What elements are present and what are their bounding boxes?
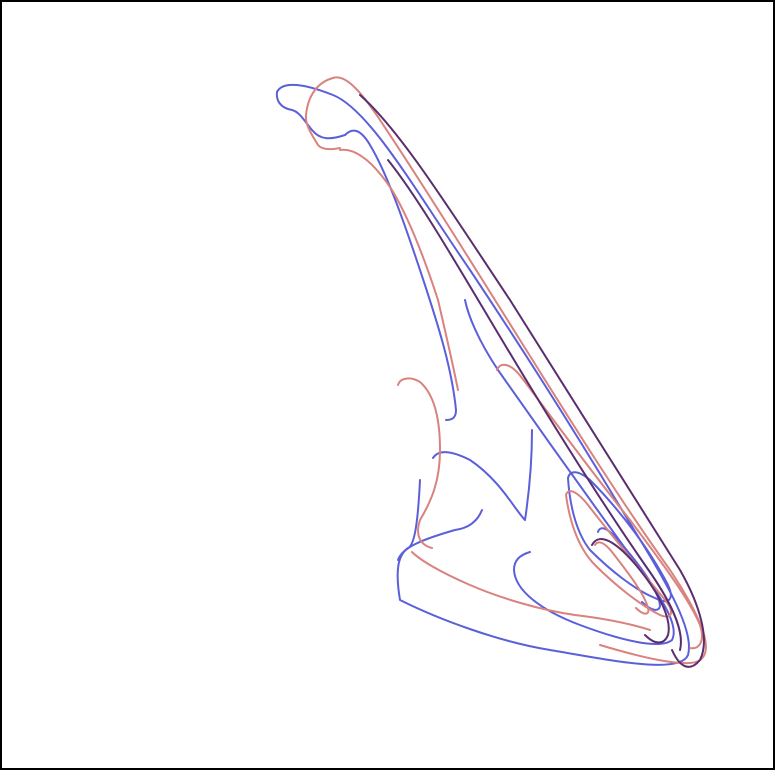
red-contour-line — [398, 378, 440, 548]
red-contour-group — [306, 77, 706, 663]
blue-contour-line — [398, 510, 482, 560]
red-contour-line — [340, 150, 458, 390]
purple-contour-group — [360, 95, 704, 667]
blue-contour-line — [277, 85, 689, 665]
blue-contour-group — [277, 85, 689, 665]
purple-contour-line — [388, 160, 681, 650]
blue-contour-line — [345, 131, 456, 420]
purple-contour-line — [360, 95, 704, 667]
blue-contour-line — [433, 430, 532, 520]
red-contour-line — [412, 552, 650, 630]
